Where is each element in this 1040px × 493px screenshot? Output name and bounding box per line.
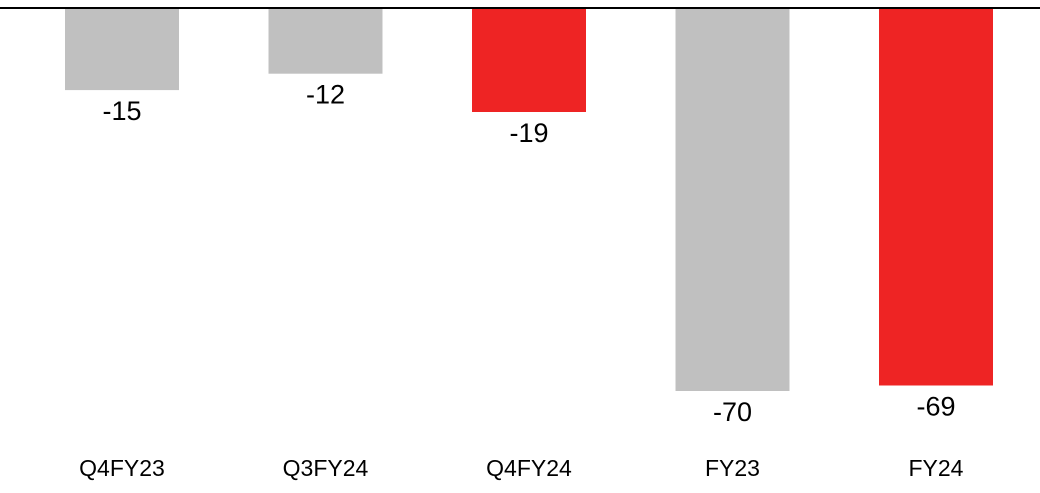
bar-q3fy24	[268, 8, 383, 74]
bars-group	[65, 8, 993, 391]
value-label-q4fy23: -15	[102, 96, 141, 126]
value-label-q3fy24: -12	[306, 80, 345, 110]
category-label-fy24: FY24	[909, 455, 964, 481]
bar-fy24	[879, 8, 993, 386]
value-label-fy23: -70	[713, 397, 752, 427]
bar-q4fy24	[472, 8, 586, 112]
category-labels-group: Q4FY23 Q3FY24 Q4FY24 FY23 FY24	[79, 455, 964, 481]
value-labels-group: -15 -12 -19 -70 -69	[102, 80, 955, 427]
category-label-fy23: FY23	[705, 455, 760, 481]
value-label-fy24: -69	[916, 392, 955, 422]
category-label-q4fy24: Q4FY24	[486, 455, 572, 481]
value-label-q4fy24: -19	[509, 118, 548, 148]
bar-q4fy23	[65, 8, 179, 91]
category-label-q3fy24: Q3FY24	[283, 455, 369, 481]
bar-fy23	[675, 8, 790, 391]
category-label-q4fy23: Q4FY23	[79, 455, 165, 481]
